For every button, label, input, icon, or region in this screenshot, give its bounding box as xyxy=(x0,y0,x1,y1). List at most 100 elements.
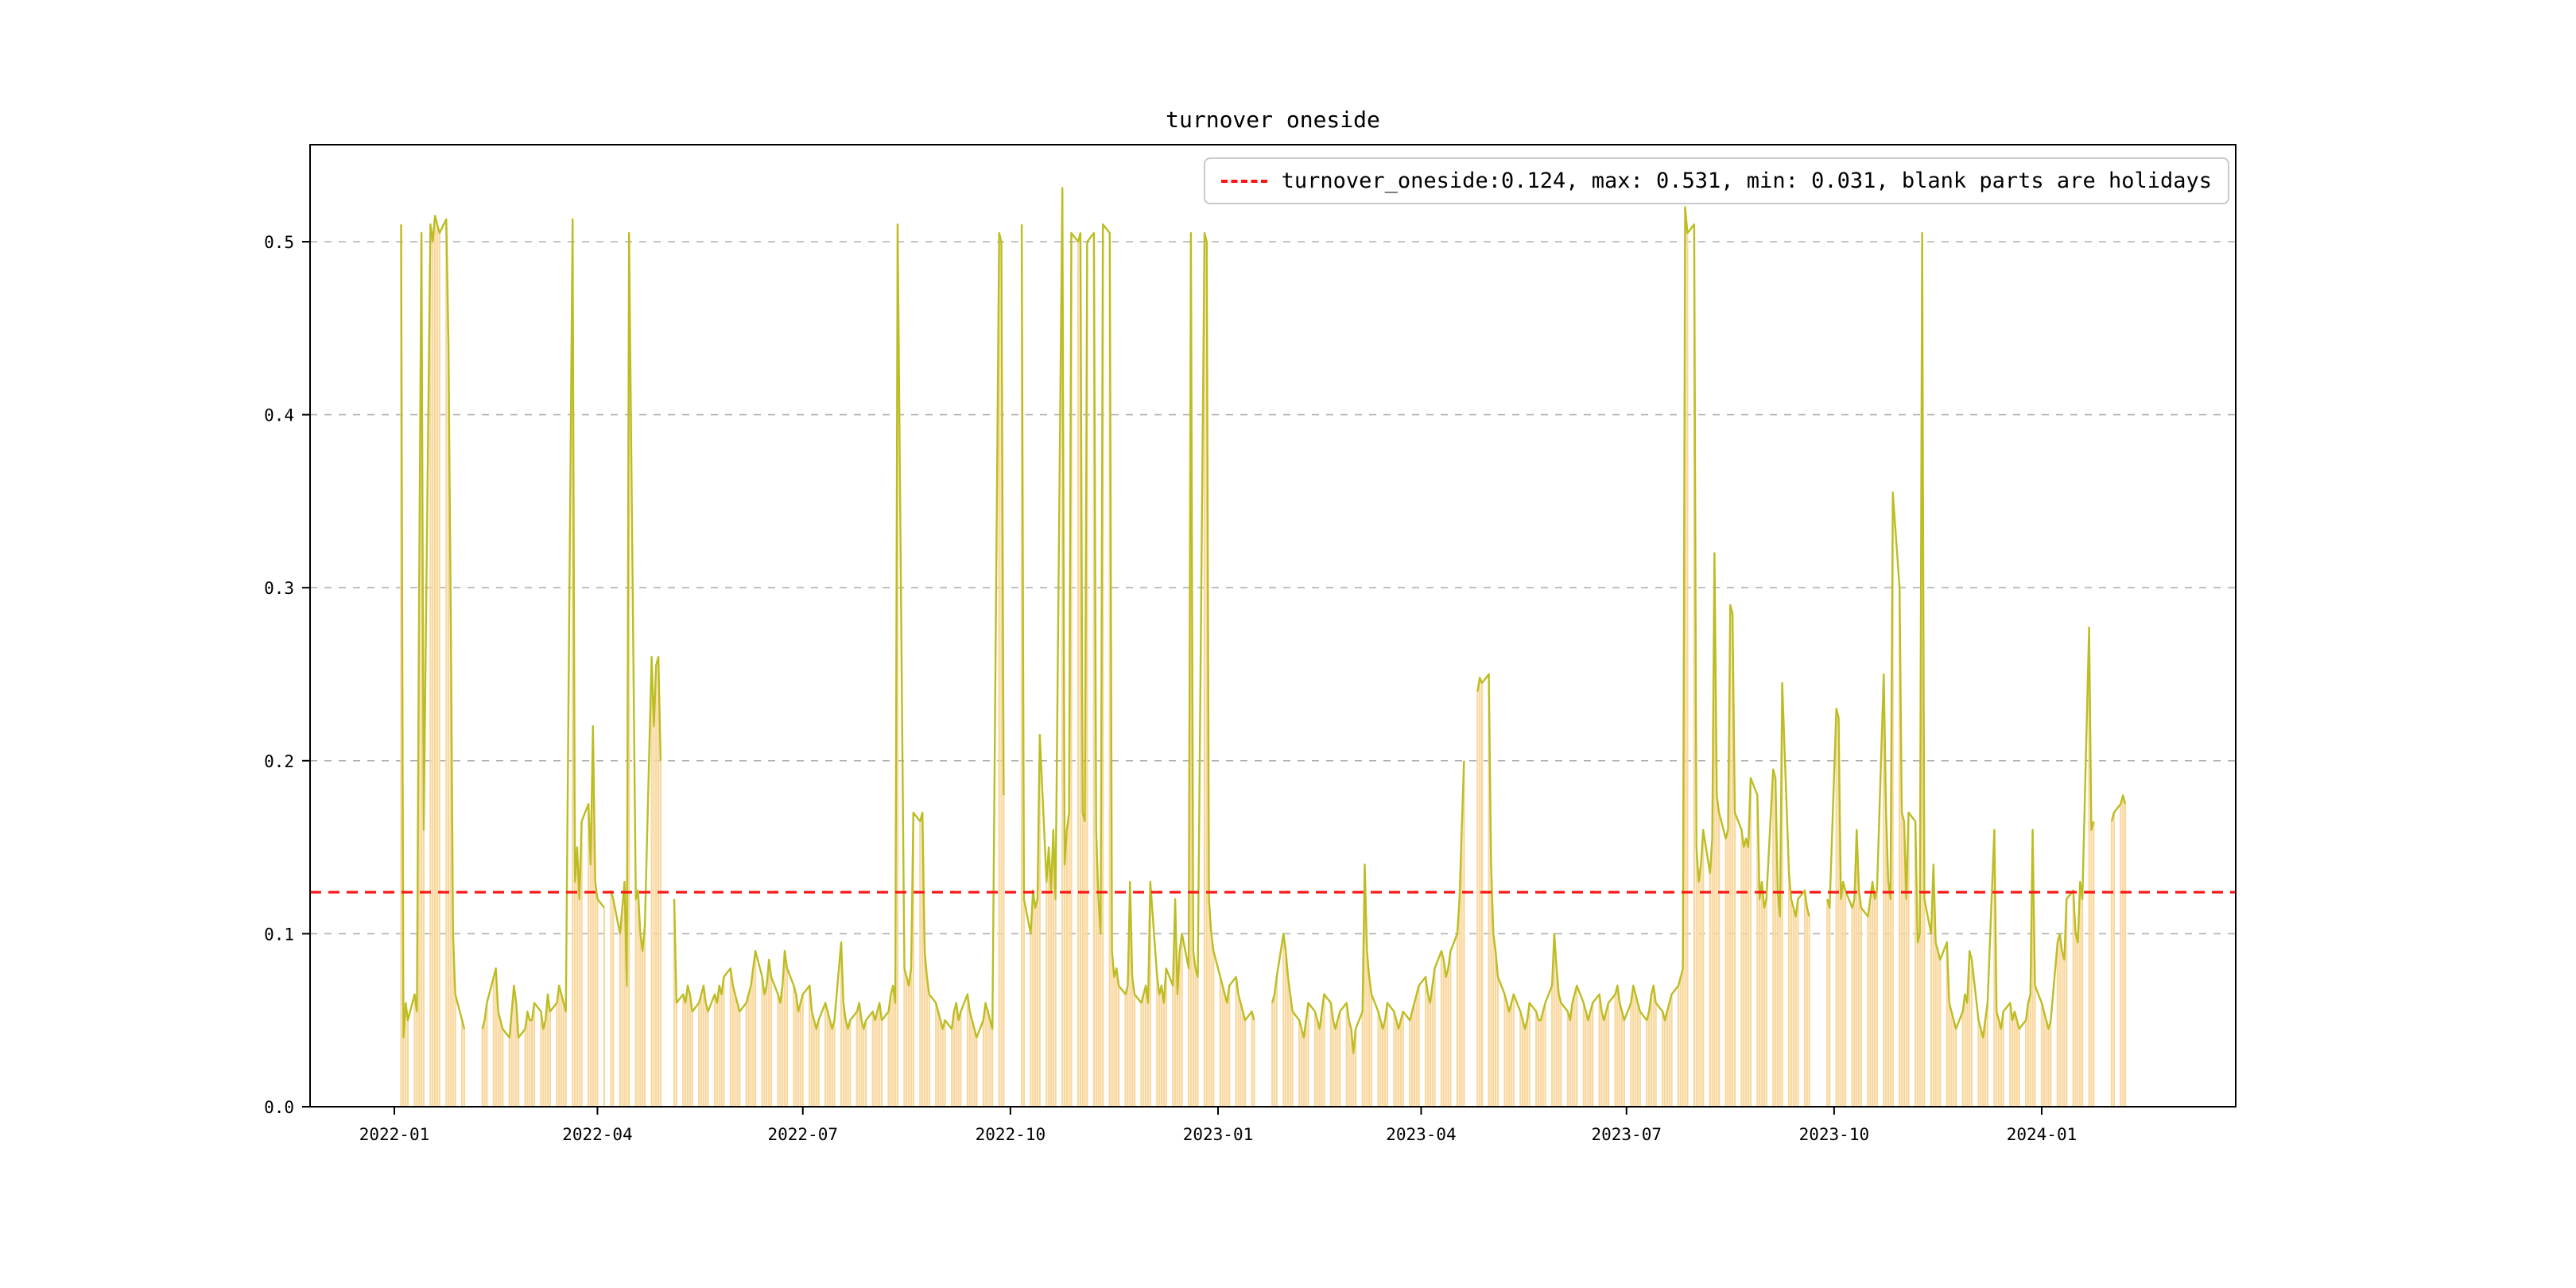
turnover-bar xyxy=(2040,1003,2043,1107)
turnover-bar xyxy=(976,1037,978,1107)
turnover-bar xyxy=(768,960,770,1107)
turnover-bar xyxy=(982,1020,984,1107)
turnover-bar xyxy=(1100,933,1102,1107)
turnover-bar xyxy=(1393,1011,1395,1107)
turnover-bar xyxy=(1377,1011,1379,1107)
turnover-bar xyxy=(684,1003,687,1107)
turnover-bar xyxy=(483,1020,486,1107)
turnover-bar xyxy=(2024,1020,2027,1107)
turnover-bar xyxy=(1740,829,1743,1107)
turnover-bar xyxy=(2029,994,2031,1107)
turnover-bar xyxy=(1542,1011,1544,1107)
turnover-bar xyxy=(786,968,789,1107)
turnover-bar xyxy=(1143,994,1145,1107)
turnover-bar xyxy=(400,224,402,1107)
turnover-bar xyxy=(2050,1020,2052,1107)
turnover-bar xyxy=(1237,994,1240,1107)
turnover-bar xyxy=(1891,492,1894,1107)
turnover-bar xyxy=(1569,1020,1571,1107)
turnover-bar xyxy=(2093,821,2095,1107)
turnover-bar xyxy=(1510,1003,1513,1107)
turnover-bar xyxy=(1307,1003,1309,1107)
turnover-bar xyxy=(1776,890,1779,1107)
turnover-bar xyxy=(1127,985,1129,1107)
turnover-bar xyxy=(968,1011,971,1107)
turnover-bar xyxy=(1921,233,1923,1107)
turnover-bar xyxy=(1003,795,1005,1107)
turnover-bar xyxy=(1030,933,1032,1107)
turnover-bar xyxy=(1221,985,1224,1107)
turnover-bar xyxy=(449,622,452,1107)
turnover-bar xyxy=(1966,1003,1969,1107)
turnover-bar xyxy=(1242,1011,1244,1107)
turnover-bar xyxy=(887,1011,890,1107)
turnover-bar xyxy=(1700,864,1702,1107)
turnover-bar xyxy=(1146,1003,1150,1107)
turnover-bar xyxy=(1364,864,1366,1107)
turnover-bar xyxy=(1129,882,1131,1107)
legend-dashed-line-icon xyxy=(1220,179,1267,183)
turnover-bar xyxy=(650,657,653,1107)
turnover-bar xyxy=(1402,1011,1404,1107)
turnover-bar xyxy=(960,1011,962,1107)
turnover-bar xyxy=(782,985,784,1107)
turnover-bar xyxy=(1544,1003,1546,1107)
turnover-bar xyxy=(1289,994,1291,1107)
turnover-bar xyxy=(657,657,660,1107)
turnover-bar xyxy=(1174,898,1177,1107)
turnover-bar xyxy=(1666,1011,1668,1107)
turnover-bar xyxy=(718,985,720,1107)
turnover-bar xyxy=(1535,1011,1538,1107)
turnover-bar xyxy=(1729,604,1732,1107)
turnover-bar xyxy=(1555,968,1558,1107)
turnover-bar xyxy=(1946,942,1948,1107)
turnover-bar xyxy=(1655,1003,1657,1107)
turnover-bar xyxy=(810,1011,813,1107)
turnover-bar xyxy=(2061,951,2063,1107)
turnover-bar xyxy=(2124,804,2127,1107)
turnover-bar xyxy=(1181,933,1183,1107)
x-tick-label: 2023-04 xyxy=(1386,1125,1457,1144)
turnover-bar xyxy=(1047,847,1050,1107)
turnover-bar xyxy=(989,1020,991,1107)
turnover-bar xyxy=(502,1029,504,1107)
turnover-bar xyxy=(1670,994,1673,1107)
turnover-bar xyxy=(1479,677,1481,1107)
turnover-bar xyxy=(1970,960,1973,1107)
turnover-bar xyxy=(1063,864,1066,1107)
turnover-bar xyxy=(1131,976,1134,1107)
turnover-bar xyxy=(987,1011,989,1107)
turnover-bar xyxy=(1948,1003,1950,1107)
turnover-bar xyxy=(1603,1020,1605,1107)
x-tick-label: 2022-04 xyxy=(562,1125,633,1144)
turnover-bar xyxy=(596,898,599,1107)
turnover-bar xyxy=(1646,1020,1648,1107)
turnover-bar xyxy=(1851,907,1853,1107)
turnover-bar xyxy=(704,1003,707,1107)
turnover-bar xyxy=(1490,864,1492,1107)
turnover-bar xyxy=(1934,942,1937,1107)
turnover-bar xyxy=(429,224,432,1107)
turnover-bar xyxy=(1905,898,1907,1107)
turnover-bar xyxy=(655,665,658,1107)
turnover-bar xyxy=(530,1020,533,1107)
turnover-bar xyxy=(445,219,448,1107)
turnover-bar xyxy=(1663,1020,1666,1107)
turnover-bar xyxy=(783,951,786,1107)
turnover-bar xyxy=(1054,898,1057,1107)
turnover-bar xyxy=(2120,804,2122,1107)
turnover-bar xyxy=(1781,682,1783,1107)
turnover-bar xyxy=(907,985,910,1107)
turnover-bar xyxy=(1397,1029,1400,1107)
turnover-bar xyxy=(1316,1020,1319,1107)
turnover-bar xyxy=(1210,933,1212,1107)
turnover-bar xyxy=(1449,951,1452,1107)
turnover-bar xyxy=(626,985,628,1107)
turnover-bar xyxy=(1081,813,1084,1107)
turnover-bar xyxy=(513,985,515,1107)
turnover-bar xyxy=(1192,951,1194,1107)
turnover-bar xyxy=(1826,898,1829,1107)
turnover-bar xyxy=(691,1011,693,1107)
turnover-bar xyxy=(1149,882,1151,1107)
turnover-bar xyxy=(1582,1003,1585,1107)
